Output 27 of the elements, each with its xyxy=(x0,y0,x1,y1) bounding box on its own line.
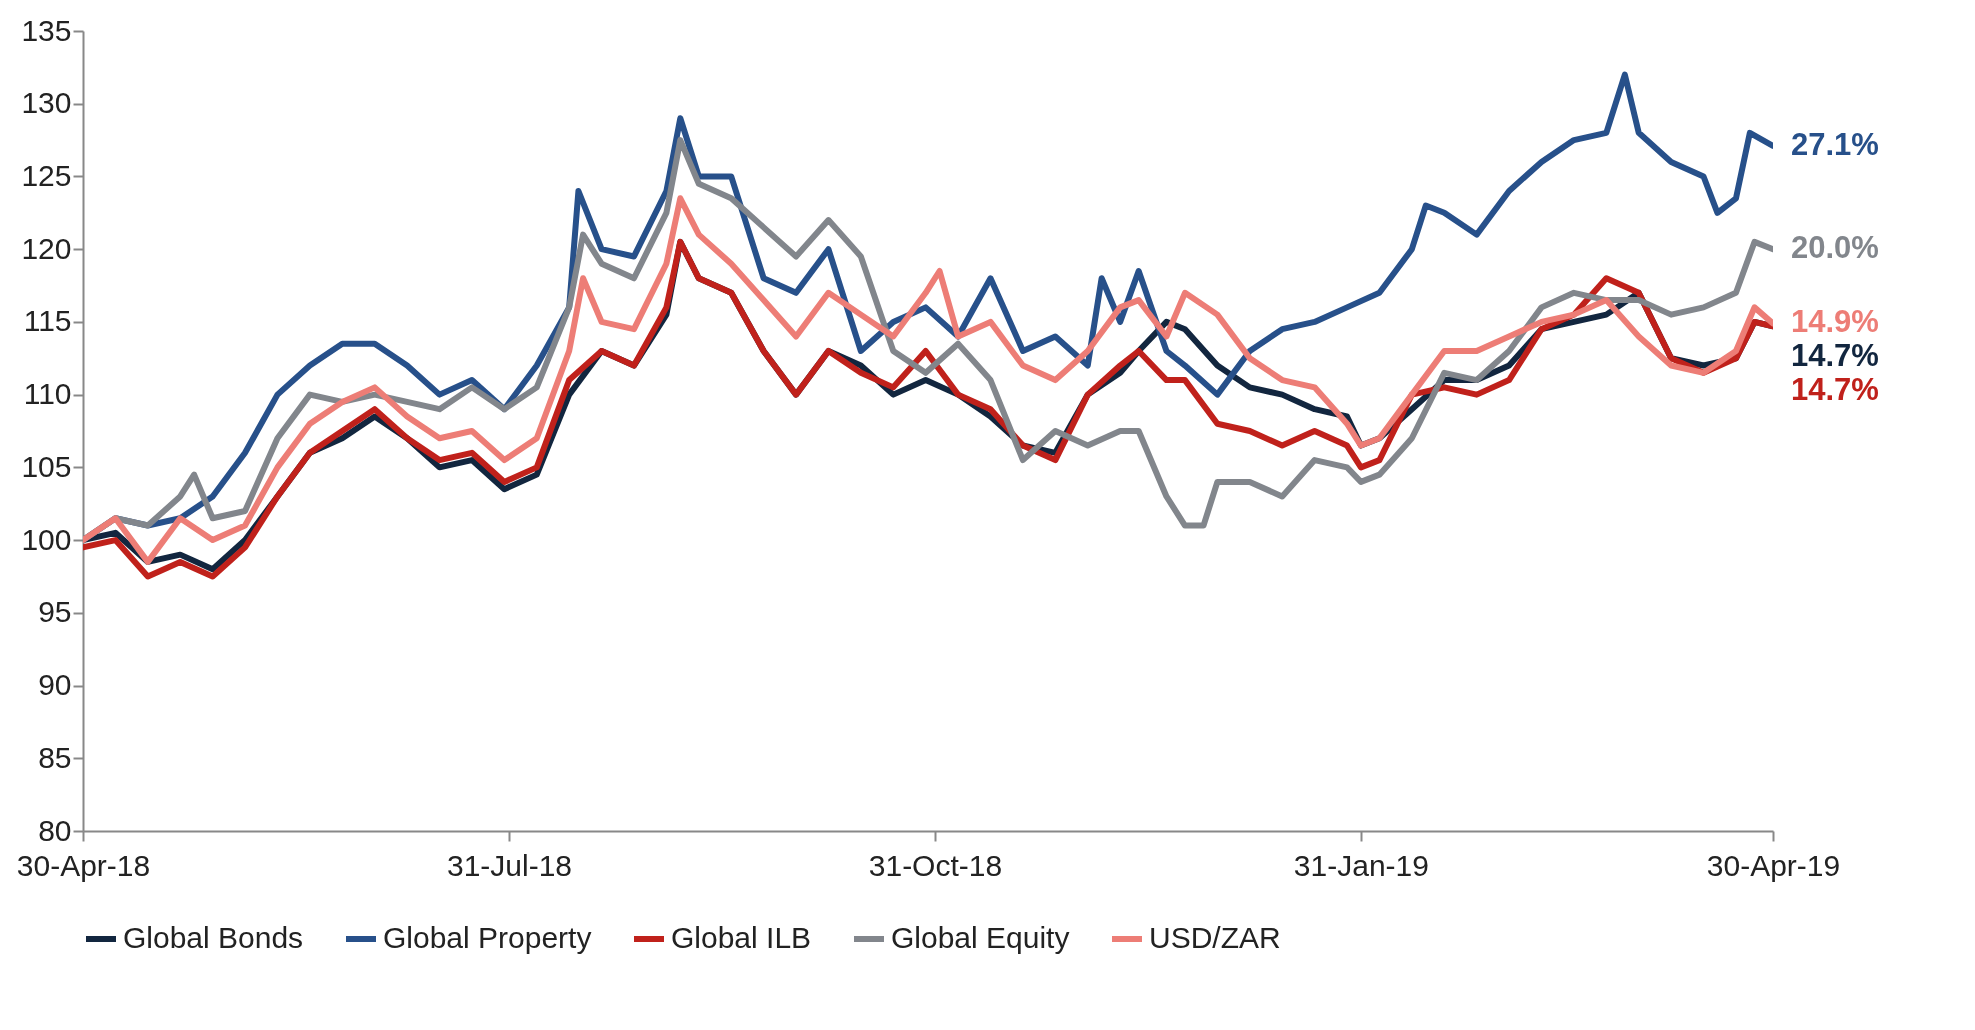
legend-label: Global Bonds xyxy=(123,921,304,954)
y-tick-label: 105 xyxy=(21,449,72,483)
y-tick-label: 100 xyxy=(21,522,72,556)
annotation: 14.9% xyxy=(1791,304,1879,340)
annotation: 27.1% xyxy=(1791,126,1879,162)
y-tick-label: 115 xyxy=(23,304,72,338)
x-tick-label: 31-Oct-18 xyxy=(868,848,1003,882)
legend-label: USD/ZAR xyxy=(1149,921,1281,954)
annotation: 20.0% xyxy=(1791,230,1879,266)
y-tick-label: 85 xyxy=(38,740,72,774)
y-tick-label: 95 xyxy=(38,595,72,629)
y-tick-label: 110 xyxy=(23,377,72,411)
y-tick-label: 90 xyxy=(38,668,72,702)
legend-label: Global ILB xyxy=(671,921,812,954)
x-tick-label: 31-Jan-19 xyxy=(1293,848,1429,882)
x-tick-label: 30-Apr-18 xyxy=(16,848,151,882)
annotation: 14.7% xyxy=(1791,372,1879,408)
y-tick-label: 125 xyxy=(21,158,72,192)
legend-label: Global Property xyxy=(383,921,592,954)
y-tick-label: 120 xyxy=(21,231,72,265)
y-tick-label: 130 xyxy=(21,86,72,120)
y-tick-label: 80 xyxy=(38,813,72,847)
annotation: 14.7% xyxy=(1791,338,1879,374)
legend-label: Global Equity xyxy=(891,921,1070,954)
x-tick-label: 30-Apr-19 xyxy=(1706,848,1841,882)
x-tick-label: 31-Jul-18 xyxy=(446,848,573,882)
y-tick-label: 135 xyxy=(21,13,72,47)
